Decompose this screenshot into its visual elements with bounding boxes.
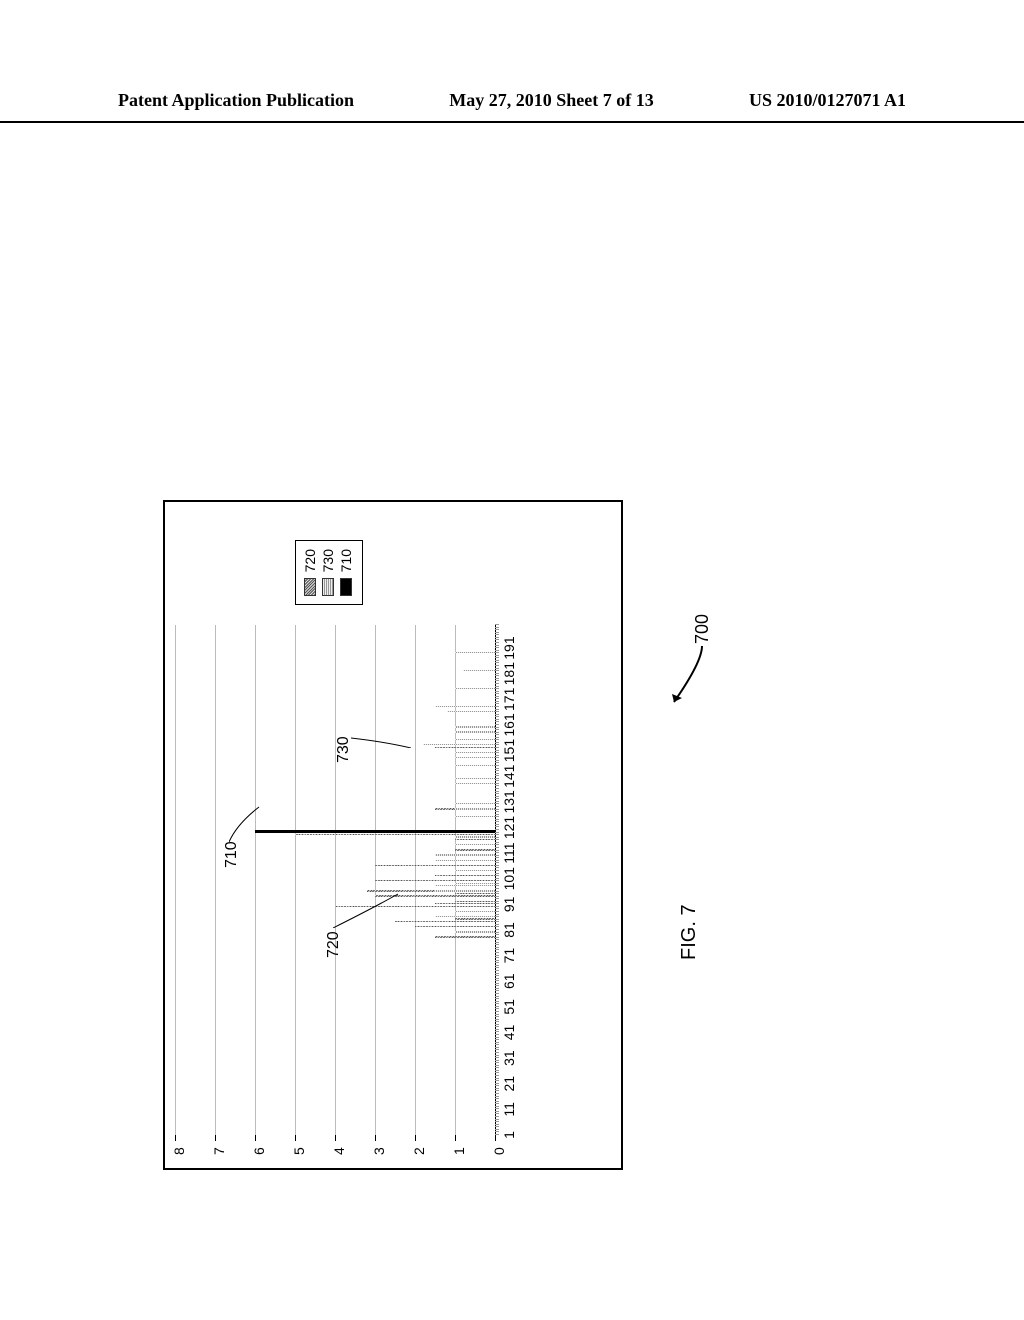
bar-730 <box>455 739 495 740</box>
bar-720 <box>375 865 495 866</box>
bar-720 <box>435 903 495 904</box>
bar-730 <box>435 854 495 855</box>
bar-730 <box>455 757 495 758</box>
bar-720 <box>295 834 495 835</box>
bar-730 <box>455 731 495 732</box>
y-tick-label: 1 <box>451 1145 459 1155</box>
bar-730 <box>455 911 495 912</box>
legend-swatch-720 <box>304 578 316 596</box>
bar-730 <box>455 844 495 845</box>
bar-730 <box>455 931 495 932</box>
bar-730 <box>435 890 495 891</box>
bar-730 <box>435 706 495 707</box>
legend-label-730: 730 <box>320 549 336 572</box>
bar-730 <box>455 870 495 871</box>
y-tick-label: 4 <box>331 1145 339 1155</box>
x-tick-label: 71 <box>501 948 517 964</box>
bar-730 <box>435 860 495 861</box>
x-tick-label: 101 <box>501 867 517 890</box>
legend-item-720: 720 <box>302 549 318 596</box>
x-tick-label: 31 <box>501 1050 517 1066</box>
bar-710 <box>255 830 495 833</box>
bar-720 <box>435 936 495 937</box>
callout-730: 730 <box>335 736 353 763</box>
bar-730 <box>455 652 495 653</box>
bar-720 <box>455 849 495 850</box>
x-tick-label: 61 <box>501 973 517 989</box>
header-right: US 2010/0127071 A1 <box>749 90 906 111</box>
x-tick-label: 21 <box>501 1076 517 1092</box>
callout-710-label: 710 <box>223 841 240 868</box>
x-tick-label: 41 <box>501 1025 517 1041</box>
bar-730 <box>455 803 495 804</box>
x-tick-label: 121 <box>501 816 517 839</box>
bar-730 <box>455 816 495 817</box>
bar-730 <box>435 885 495 886</box>
x-tick-label: 1 <box>501 1131 517 1139</box>
bar-730 <box>455 752 495 753</box>
bar-730 <box>455 726 495 727</box>
callout-730-leader <box>351 698 411 748</box>
x-tick-label: 91 <box>501 897 517 913</box>
x-tick-label: 191 <box>501 636 517 659</box>
bar-730 <box>435 916 495 917</box>
y-tick-label: 3 <box>371 1145 379 1155</box>
callout-720-leader <box>333 878 403 928</box>
bar-720 <box>455 839 495 840</box>
bar-720 <box>455 893 495 894</box>
callout-710: 710 <box>223 841 241 868</box>
page-header: Patent Application Publication May 27, 2… <box>0 0 1024 123</box>
legend-swatch-730 <box>322 578 334 596</box>
bar-720 <box>455 901 495 902</box>
bar-730 <box>447 711 495 712</box>
legend: 720 730 710 <box>295 540 363 605</box>
y-tick-label: 0 <box>491 1145 499 1155</box>
x-tick-label: 11 <box>501 1102 517 1117</box>
y-tick-label: 8 <box>171 1145 179 1155</box>
x-tick-label: 161 <box>501 713 517 736</box>
header-left: Patent Application Publication <box>118 90 354 111</box>
legend-label-720: 720 <box>302 549 318 572</box>
x-tick-label: 151 <box>501 739 517 762</box>
bar-720 <box>455 918 495 919</box>
x-tick-label: 181 <box>501 662 517 685</box>
bar-720 <box>395 921 495 922</box>
x-tick-label: 111 <box>501 842 517 863</box>
x-tick-label: 131 <box>501 790 517 813</box>
bar-720 <box>435 875 495 876</box>
legend-swatch-710 <box>340 578 352 596</box>
legend-item-730: 730 <box>320 549 336 596</box>
callout-730-label: 730 <box>335 736 352 763</box>
x-tick-label: 141 <box>501 765 517 788</box>
x-tick-label: 171 <box>501 688 517 711</box>
figure-area: 012345678 111213141516171819110111112113… <box>118 150 908 1170</box>
figure-label: FIG. 7 <box>678 500 701 1170</box>
chart-frame: 012345678 111213141516171819110111112113… <box>163 500 623 1170</box>
header-middle: May 27, 2010 Sheet 7 of 13 <box>449 90 653 111</box>
bar-720 <box>415 926 495 927</box>
bar-730 <box>463 670 495 671</box>
rotated-figure: 012345678 111213141516171819110111112113… <box>118 150 908 1170</box>
legend-label-710: 710 <box>338 549 354 572</box>
bar-720 <box>435 747 495 748</box>
y-tick-label: 7 <box>211 1145 219 1155</box>
x-tick-label: 81 <box>501 922 517 938</box>
bar-730 <box>455 783 495 784</box>
callout-720-label: 720 <box>325 931 342 958</box>
x-tick-label: 51 <box>501 999 517 1015</box>
callout-720: 720 <box>325 931 343 958</box>
y-tick-label: 6 <box>251 1145 259 1155</box>
bar-730 <box>455 883 495 884</box>
y-tick-label: 2 <box>411 1145 419 1155</box>
callout-710-leader <box>229 792 269 842</box>
bar-730 <box>455 688 495 689</box>
bar-730 <box>455 765 495 766</box>
bar-730 <box>455 808 495 809</box>
bar-730 <box>455 836 495 837</box>
bar-730 <box>455 778 495 779</box>
y-tick-label: 5 <box>291 1145 299 1155</box>
legend-item-710: 710 <box>338 549 354 596</box>
bar-730 <box>423 744 495 745</box>
